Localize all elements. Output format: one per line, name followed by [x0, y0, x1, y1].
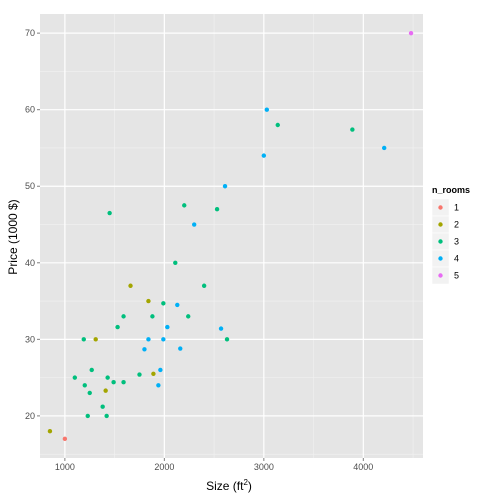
legend-label: 1	[454, 203, 459, 213]
data-point	[382, 145, 387, 151]
data-point	[161, 301, 166, 306]
major-gridlines	[40, 14, 423, 458]
data-point	[128, 283, 133, 288]
data-point	[89, 367, 94, 373]
x-tick-label: 1000	[55, 462, 75, 472]
data-points	[47, 30, 414, 442]
data-point	[137, 372, 142, 377]
data-point	[165, 324, 170, 330]
legend-key-point	[438, 256, 443, 261]
data-point	[214, 207, 220, 212]
data-point	[161, 337, 166, 342]
x-tick-label: 4000	[353, 462, 373, 472]
data-point	[175, 302, 180, 308]
legend-key-point	[438, 273, 443, 278]
data-point	[151, 371, 156, 376]
x-axis-title-main: Size (ft	[206, 479, 244, 493]
y-tick-label: 70	[25, 28, 35, 38]
legend-label: 4	[454, 254, 459, 264]
data-point	[173, 260, 178, 265]
legend-key-point	[438, 205, 443, 210]
x-tick-label: 2000	[154, 462, 174, 472]
x-axis-title-superscript: 2	[243, 478, 248, 487]
data-point	[87, 390, 92, 396]
minor-gridlines	[40, 14, 423, 458]
data-point	[47, 429, 53, 434]
data-point	[222, 184, 228, 189]
legend-label: 5	[454, 271, 459, 281]
data-point	[115, 324, 120, 330]
plot-panel	[40, 14, 423, 458]
legend-items: 1 2 3 4 5	[431, 198, 459, 285]
data-point	[191, 222, 197, 227]
data-point	[100, 404, 105, 409]
data-point	[121, 380, 126, 385]
data-point	[104, 413, 109, 419]
y-axis-title: Price (1000 $)	[6, 199, 20, 274]
data-point	[156, 383, 161, 388]
y-tick-label: 50	[25, 181, 35, 191]
data-point	[82, 383, 87, 388]
data-point	[146, 337, 151, 342]
data-point	[158, 367, 163, 373]
data-point	[142, 347, 147, 352]
data-point	[186, 314, 191, 319]
data-point	[107, 210, 112, 216]
legend-label: 2	[454, 220, 459, 230]
y-tick-label: 30	[25, 334, 35, 344]
data-point	[178, 346, 183, 351]
legend-key-point	[438, 222, 443, 227]
data-point	[105, 375, 110, 380]
y-tick-label: 60	[25, 105, 35, 115]
x-axis-title-close: )	[248, 479, 252, 493]
x-tick-label: 3000	[254, 462, 274, 472]
data-point	[261, 153, 267, 158]
data-point	[275, 122, 280, 128]
y-tick-label: 20	[25, 411, 35, 421]
x-axis: 1000 2000 3000 4000	[55, 458, 373, 472]
x-axis-title: Size (ft2)	[206, 478, 252, 493]
data-point	[62, 436, 68, 442]
data-point	[103, 388, 108, 393]
data-point	[146, 298, 151, 304]
data-point	[218, 326, 224, 331]
legend: n_rooms 1 2 3 4 5	[431, 185, 470, 285]
data-point	[408, 30, 414, 36]
legend-key-point	[438, 239, 443, 244]
legend-label: 3	[454, 237, 459, 247]
data-point	[350, 127, 355, 132]
data-point	[264, 107, 270, 112]
y-tick-label: 40	[25, 258, 35, 268]
data-point	[121, 314, 126, 319]
data-point	[111, 380, 116, 385]
data-point	[182, 203, 187, 208]
data-point	[224, 337, 230, 342]
data-point	[201, 283, 207, 288]
y-axis: 20 30 40 50 60 70	[25, 28, 40, 421]
data-point	[85, 413, 90, 419]
data-point	[93, 337, 98, 342]
legend-title: n_rooms	[432, 185, 470, 195]
data-point	[72, 375, 78, 380]
data-point	[81, 337, 86, 342]
data-point	[150, 314, 155, 319]
